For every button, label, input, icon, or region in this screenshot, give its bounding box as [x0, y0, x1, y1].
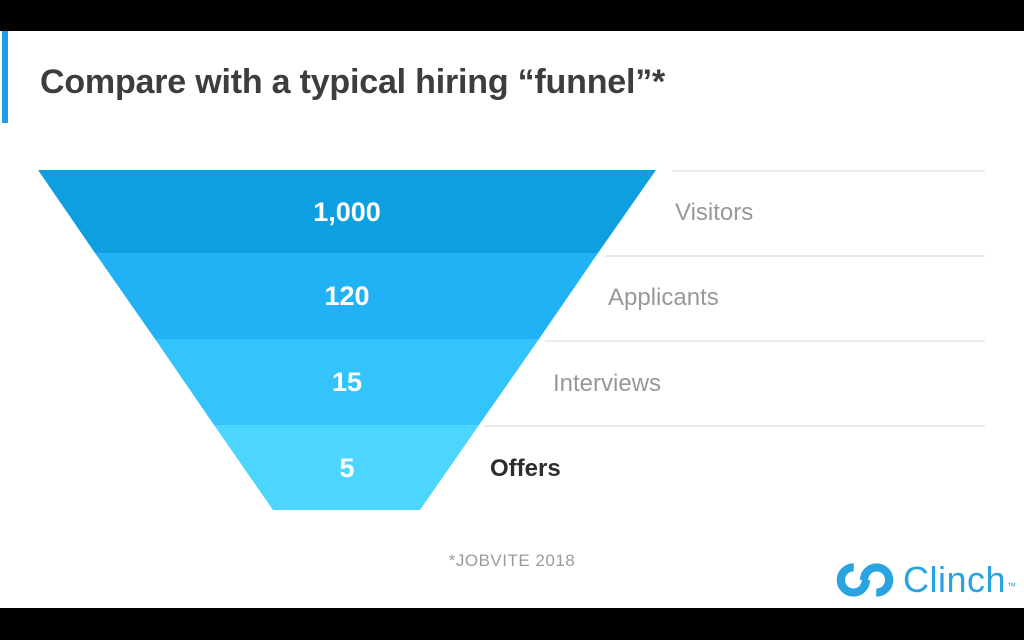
title-accent-bar: [2, 31, 8, 123]
divider-above-applicants: [605, 255, 985, 257]
funnel-value-interviews: 15: [331, 367, 363, 397]
funnel-value-visitors: 1,000: [313, 197, 381, 227]
divider-above-interviews: [545, 340, 985, 342]
divider-above-offers: [484, 425, 985, 427]
stage-label-offers: Offers: [490, 455, 561, 482]
stage-label-visitors: Visitors: [675, 199, 754, 226]
stage-label-interviews: Interviews: [553, 370, 662, 397]
top-letterbox-bar: [0, 0, 1024, 31]
clinch-logo-text: Clinch™: [903, 559, 1017, 600]
funnel-segment-offers: [214, 425, 479, 510]
stage-label-applicants: Applicants: [608, 284, 719, 311]
funnel-shape: [38, 170, 656, 510]
funnel-segment-visitors: [38, 170, 656, 253]
funnel-value-offers: 5: [339, 453, 355, 483]
bottom-letterbox-bar: [0, 608, 1024, 640]
slide-title: Compare with a typical hiring “funnel”*: [40, 63, 666, 101]
source-footnote: *JOBVITE 2018: [448, 551, 576, 570]
funnel-value-applicants: 120: [324, 281, 370, 311]
funnel-segment-applicants: [95, 253, 598, 339]
funnel-segment-interviews: [155, 339, 539, 425]
clinch-logo: Clinch™: [836, 557, 1016, 603]
trademark-symbol: ™: [1007, 581, 1017, 591]
clinch-logo-icon: [836, 563, 894, 597]
funnel-chart: 1,000 120 15 5: [38, 170, 656, 510]
divider-above-visitors: [672, 170, 985, 172]
